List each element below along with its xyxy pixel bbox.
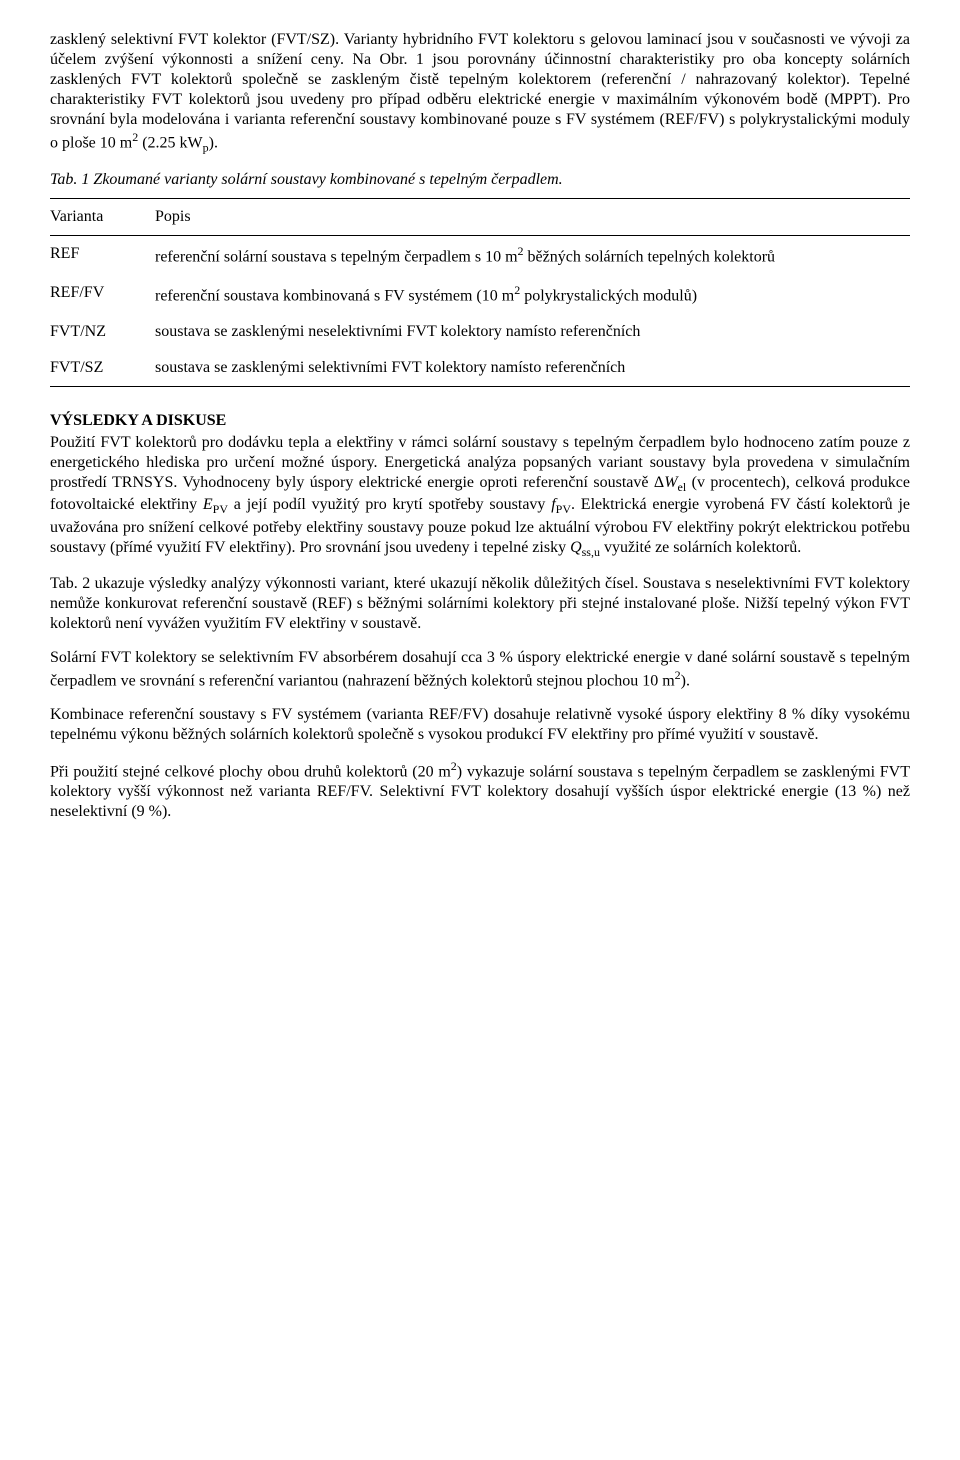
variant-desc: referenční soustava kombinovaná s FV sys…: [155, 275, 910, 314]
text: referenční soustava kombinovaná s FV sys…: [155, 287, 514, 304]
table-row: FVT/NZ soustava se zasklenými neselektiv…: [50, 314, 910, 350]
paragraph-intro: zasklený selektivní FVT kolektor (FVT/SZ…: [50, 30, 910, 156]
paragraph-tab2: Tab. 2 ukazuje výsledky analýzy výkonnos…: [50, 574, 910, 634]
text: polykrystalických modulů): [520, 287, 697, 304]
variant-key: REF/FV: [50, 275, 155, 314]
text: Při použití stejné celkové plochy obou d…: [50, 763, 451, 780]
variant-key: FVT/SZ: [50, 350, 155, 387]
table-row: FVT/SZ soustava se zasklenými selektivní…: [50, 350, 910, 387]
subscript: PV: [213, 503, 228, 517]
table-header-description: Popis: [155, 198, 910, 235]
paragraph-results: Použití FVT kolektorů pro dodávku tepla …: [50, 433, 910, 560]
text: ).: [681, 672, 690, 689]
subscript: ss,u: [582, 545, 600, 559]
text: využité ze solárních kolektorů.: [600, 539, 801, 556]
variant-key: REF: [50, 235, 155, 275]
table-row: REF referenční solární soustava s tepeln…: [50, 235, 910, 275]
text: a její podíl využitý pro krytí spotřeby …: [228, 496, 551, 513]
paragraph-selective: Solární FVT kolektory se selektivním FV …: [50, 648, 910, 691]
text: Solární FVT kolektory se selektivním FV …: [50, 649, 910, 689]
variant-key: FVT/NZ: [50, 314, 155, 350]
text: ).: [209, 134, 218, 151]
variant-desc: referenční solární soustava s tepelným č…: [155, 235, 910, 275]
section-heading: VÝSLEDKY A DISKUSE: [50, 411, 910, 431]
text: (2.25 kW: [138, 134, 202, 151]
variant-desc: soustava se zasklenými neselektivními FV…: [155, 314, 910, 350]
table-header-row: Varianta Popis: [50, 198, 910, 235]
text: referenční solární soustava s tepelným č…: [155, 248, 518, 265]
variants-table: Varianta Popis REF referenční solární so…: [50, 198, 910, 388]
symbol: W: [664, 474, 677, 491]
subscript: el: [678, 480, 687, 494]
text: běžných solárních tepelných kolektorů: [524, 248, 775, 265]
table-caption: Tab. 1 Zkoumané varianty solární soustav…: [50, 170, 910, 190]
paragraph-comparison: Při použití stejné celkové plochy obou d…: [50, 759, 910, 822]
table-row: REF/FV referenční soustava kombinovaná s…: [50, 275, 910, 314]
symbol: Q: [570, 539, 582, 556]
variant-desc: soustava se zasklenými selektivními FVT …: [155, 350, 910, 387]
subscript: PV: [556, 503, 571, 517]
table-header-variant: Varianta: [50, 198, 155, 235]
paragraph-ref-fv: Kombinace referenční soustavy s FV systé…: [50, 705, 910, 745]
symbol: E: [203, 496, 213, 513]
